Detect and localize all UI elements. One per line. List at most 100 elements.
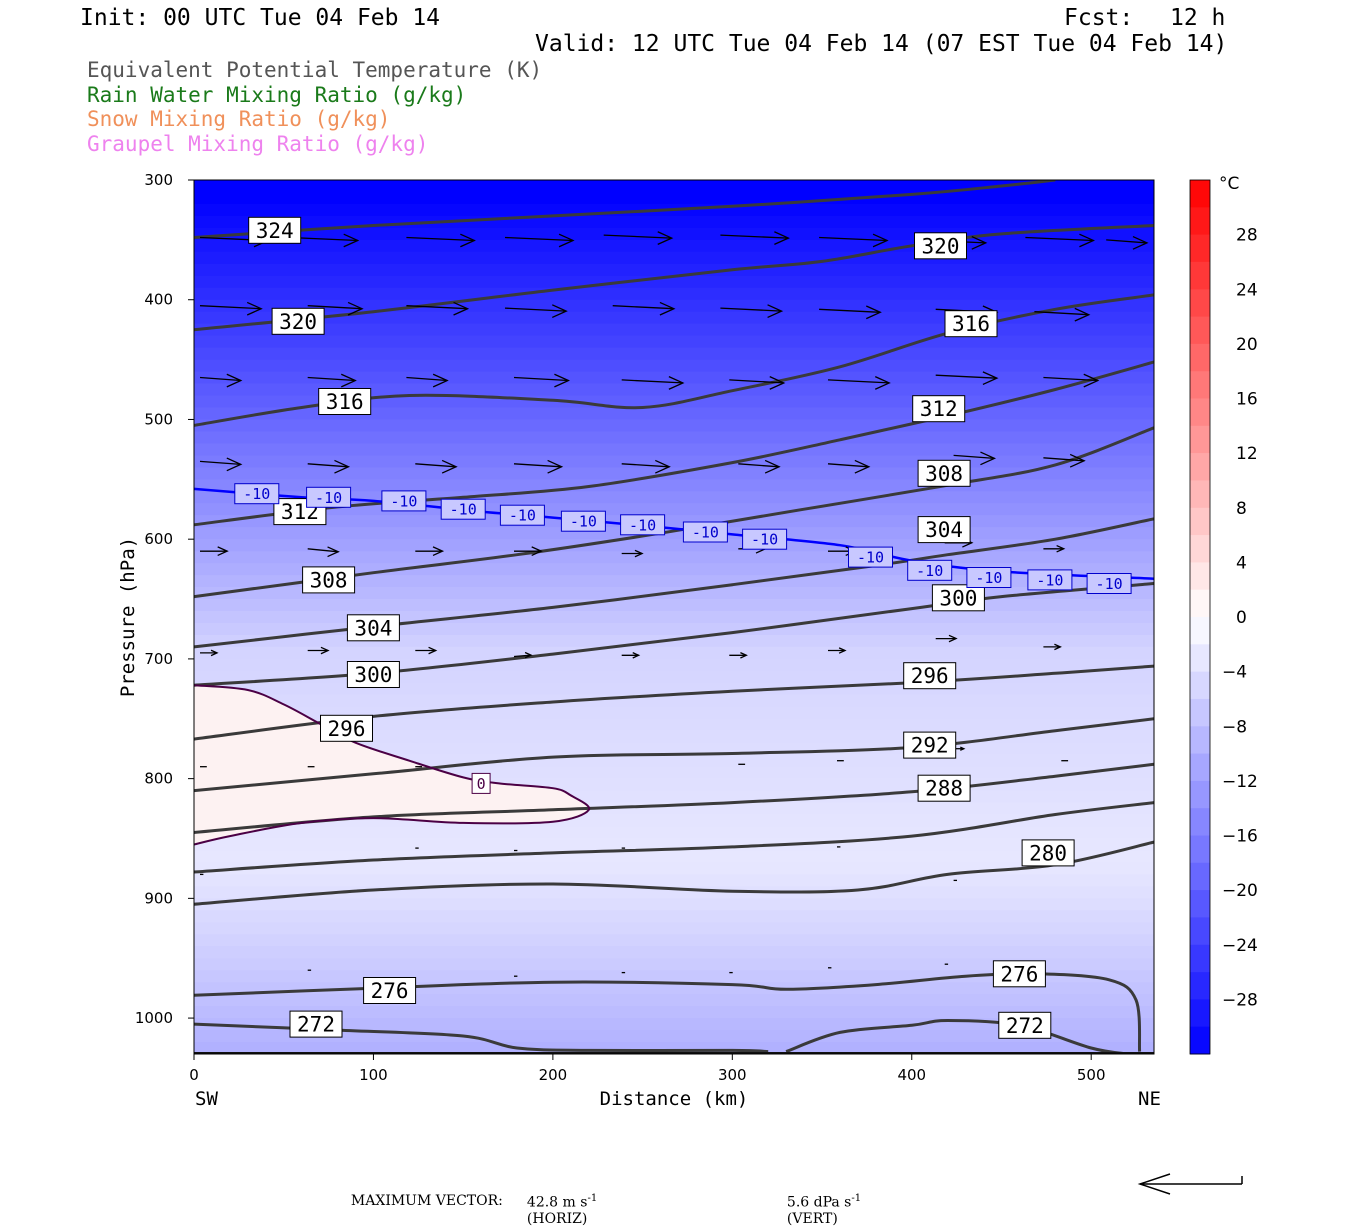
y-tick-label: 1000 <box>135 1009 173 1027</box>
temperature-band <box>194 515 1154 528</box>
temperature-band <box>194 886 1154 899</box>
theta-e-label-box <box>914 232 967 260</box>
theta-e-label-box <box>903 662 957 690</box>
wind-vector-head <box>1056 544 1066 553</box>
temperature-band <box>194 635 1154 648</box>
wind-vector-head <box>874 376 891 390</box>
y-tick-label: 300 <box>144 171 173 189</box>
isotherm-label-box <box>381 490 427 512</box>
colorbar-segment <box>1190 1026 1210 1055</box>
colorbar-segment <box>1190 180 1210 208</box>
theta-e-label-text: 320 <box>279 310 317 334</box>
colorbar-tick-label: 12 <box>1236 444 1258 464</box>
colorbar-tick-label: −8 <box>1222 717 1247 737</box>
wind-vector-head <box>982 371 999 386</box>
wind-vector-head <box>217 546 229 557</box>
plot-frame <box>193 179 1155 1055</box>
wind-vector-shaft <box>307 463 349 468</box>
wind-vector <box>827 459 871 474</box>
theta-e-label-box <box>363 977 417 1004</box>
wind-vector-head <box>657 231 674 245</box>
theta-e-contour-324 <box>194 180 1056 239</box>
isotherm-label-text: -10 <box>570 513 597 531</box>
wind-vector-head <box>210 649 219 657</box>
theta-e-label-box <box>944 310 998 338</box>
wind-vector-head <box>460 233 476 248</box>
legend-graupel: Graupel Mixing Ratio (g/kg) <box>87 132 429 156</box>
wind-vector <box>720 304 784 318</box>
wind-vector-head <box>226 373 243 388</box>
theta-e-label-text: 316 <box>952 312 990 336</box>
wind-vector-shaft <box>819 308 881 313</box>
wind-vector <box>603 231 674 245</box>
temperature-band <box>194 299 1154 313</box>
isotherm-label-text: -10 <box>243 485 270 503</box>
theta-e-label-text: 272 <box>1006 1014 1044 1038</box>
isotherm-label: -10 <box>560 510 606 532</box>
colorbar-tick-label: −24 <box>1222 936 1258 956</box>
wind-vector-head <box>764 459 781 474</box>
wind-vector <box>199 373 243 388</box>
wind-vector-shaft <box>199 376 241 382</box>
temperature-band <box>194 694 1154 708</box>
x-end-label-ne: NE <box>1138 1088 1161 1110</box>
wind-vector <box>513 651 533 659</box>
theta-e-label-box <box>346 614 400 642</box>
temperature-band <box>194 251 1154 265</box>
wind-vector <box>720 231 790 245</box>
colorbar-segment <box>1190 316 1210 345</box>
legend-theta-e: Equivalent Potential Temperature (K) <box>87 58 543 82</box>
isotherm-label-box <box>907 559 953 581</box>
wind-vector-head <box>1054 643 1062 651</box>
theta-e-contour-284 <box>194 801 1154 874</box>
wind-vector <box>1043 453 1086 468</box>
theta-e-label-text: 304 <box>354 616 392 640</box>
wind-vector <box>729 652 748 659</box>
isotherm-label-text: -10 <box>916 562 943 580</box>
colorbar-segment <box>1190 535 1210 563</box>
temperature-band <box>194 287 1154 301</box>
theta-e-label-box <box>1021 839 1075 867</box>
theta-e-label-308: 308 <box>917 459 971 487</box>
wind-vector-head <box>441 459 458 474</box>
wind-vector <box>307 459 351 474</box>
wind-vector-shaft <box>199 305 262 310</box>
x-tick-label: 400 <box>897 1066 926 1084</box>
colorbar-tick-label: 24 <box>1236 280 1258 300</box>
wind-vector <box>406 301 470 316</box>
wind-vector-shaft <box>513 654 532 658</box>
temperature-band <box>194 611 1154 624</box>
wind-vector-head <box>960 746 966 751</box>
wind-vector-head <box>1132 235 1149 250</box>
wind-vector-head <box>838 647 847 654</box>
theta-e-label-text: 300 <box>939 586 977 610</box>
wind-vector <box>415 546 445 557</box>
wind-vector <box>307 546 340 558</box>
colorbar-segment <box>1190 999 1210 1028</box>
x-end-label-sw: SW <box>195 1088 218 1110</box>
temperature-band <box>194 934 1154 947</box>
colorbar-tick-label: −28 <box>1222 990 1258 1010</box>
colorbar-segment <box>1190 398 1210 427</box>
theta-e-label-text: 316 <box>326 390 364 414</box>
colorbar-segment <box>1190 425 1210 454</box>
wind-vector-shaft <box>819 236 888 242</box>
colorbar-tick-label: 4 <box>1236 553 1247 573</box>
isotherm-label-text: -10 <box>315 489 342 507</box>
wind-vector <box>513 373 571 388</box>
temperature-band <box>194 239 1154 253</box>
y-tick-label: 700 <box>144 650 173 668</box>
temperature-band <box>194 862 1154 875</box>
theta-e-contour-276 <box>194 972 1142 1052</box>
wind-vector-shaft <box>1043 457 1085 462</box>
temperature-band <box>194 275 1154 289</box>
theta-e-label-text: 276 <box>371 979 409 1003</box>
wind-vector-shaft <box>307 376 356 382</box>
wind-vector <box>1043 643 1062 651</box>
colorbar-segment <box>1190 972 1210 1000</box>
x-axis-title: Distance (km) <box>600 1088 749 1110</box>
isotherm-label-box <box>966 567 1012 588</box>
wind-vector-shaft <box>513 463 562 468</box>
wind-vector <box>415 459 458 474</box>
wind-vector <box>406 233 476 248</box>
